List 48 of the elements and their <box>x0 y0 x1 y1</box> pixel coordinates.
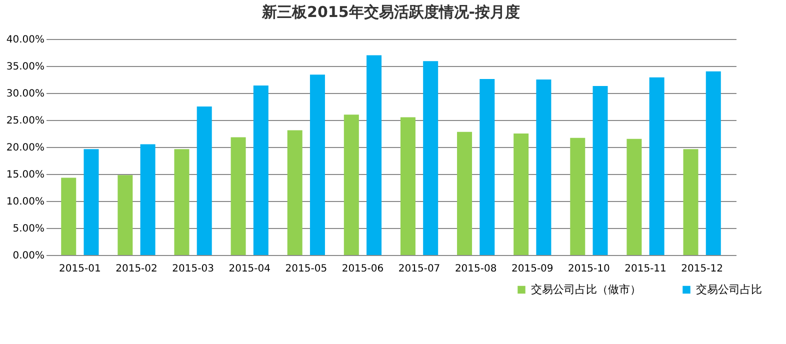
x-tick-label: 2015-10 <box>568 264 610 274</box>
y-tick-label: 5.00% <box>12 224 44 234</box>
x-tick-label: 2015-05 <box>285 264 328 274</box>
bar <box>174 149 190 255</box>
y-tick-label: 25.00% <box>6 116 44 126</box>
x-tick-label: 2015-06 <box>342 264 384 274</box>
bar <box>253 85 268 255</box>
bar <box>649 77 664 255</box>
bar <box>400 117 416 255</box>
bar <box>230 137 246 255</box>
legend-label: 交易公司占比（做市） <box>531 282 641 296</box>
x-tick-label: 2015-03 <box>172 264 214 274</box>
bar <box>480 78 495 255</box>
y-tick-label: 35.00% <box>6 62 44 72</box>
bar <box>84 149 99 255</box>
x-tick-label: 2015-02 <box>116 264 158 274</box>
x-tick-label: 2015-12 <box>681 264 723 274</box>
x-tick-label: 2015-11 <box>624 264 666 274</box>
bar <box>423 61 438 255</box>
bar <box>592 86 608 255</box>
y-tick-label: 0.00% <box>12 250 44 262</box>
bar <box>536 80 552 255</box>
bar <box>287 130 302 255</box>
y-tick-label: 30.00% <box>6 88 44 100</box>
bar <box>626 138 642 255</box>
bar <box>457 132 472 255</box>
y-tick-label: 40.00% <box>6 34 44 46</box>
bar <box>706 71 721 255</box>
x-tick-label: 2015-08 <box>454 264 497 274</box>
y-tick-label: 10.00% <box>6 196 44 208</box>
bar <box>118 175 133 255</box>
chart-title: 新三板2015年交易活跃度情况-按月度 <box>261 3 520 21</box>
y-tick-label: 20.00% <box>6 142 44 154</box>
bar <box>344 114 359 255</box>
x-tick-label: 2015-07 <box>398 264 440 274</box>
bar <box>196 106 212 255</box>
bar <box>683 149 698 255</box>
bar <box>570 138 586 255</box>
x-tick-label: 2015-04 <box>228 264 271 274</box>
bar <box>140 144 156 255</box>
bar <box>310 74 325 255</box>
x-tick-label: 2015-09 <box>511 264 554 274</box>
bar <box>366 55 382 255</box>
bar <box>514 134 529 255</box>
bar <box>61 178 76 255</box>
legend-label: 交易公司占比 <box>696 282 762 296</box>
x-tick-label: 2015-01 <box>59 264 101 274</box>
y-tick-label: 15.00% <box>6 170 44 180</box>
